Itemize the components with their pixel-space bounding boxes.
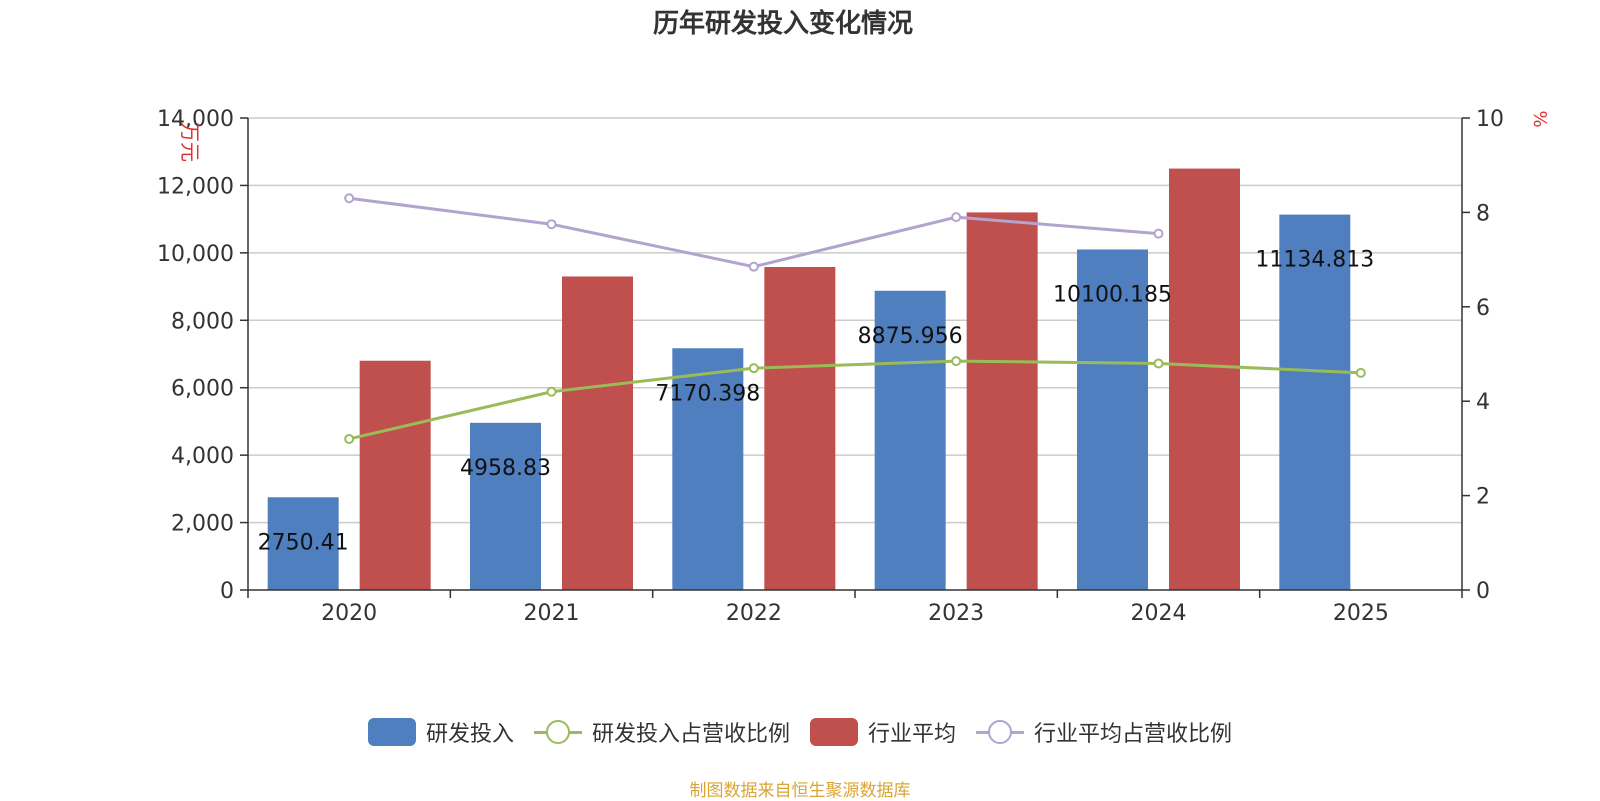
y-right-tick-label: 10 bbox=[1476, 107, 1504, 132]
data-source-note: 制图数据来自恒生聚源数据库 bbox=[689, 781, 911, 801]
line-point bbox=[1153, 358, 1164, 369]
chart-legend: 研发投入 研发投入占营收比例 行业平均 行业平均占营收比例 bbox=[0, 716, 1600, 748]
legend-swatch-industry-average bbox=[810, 718, 858, 746]
data-label: 8875.956 bbox=[858, 324, 963, 349]
line-point bbox=[1153, 228, 1164, 239]
legend-label: 行业平均占营收比例 bbox=[1034, 722, 1233, 747]
y-right-tick-label: 0 bbox=[1476, 579, 1490, 604]
legend-label: 研发投入 bbox=[425, 722, 514, 747]
data-label: 10100.185 bbox=[1053, 282, 1172, 307]
legend-item-industry-ratio[interactable]: 行业平均占营收比例 bbox=[976, 716, 1232, 748]
y-left-tick-label: 0 bbox=[220, 579, 234, 604]
data-label: 7170.398 bbox=[655, 381, 760, 406]
y-left-tick-label: 14,000 bbox=[157, 107, 234, 132]
x-tick-label: 2021 bbox=[524, 601, 580, 626]
line-point bbox=[546, 386, 557, 397]
bar-industry-average bbox=[764, 267, 836, 590]
bar-industry-average bbox=[359, 360, 431, 590]
y-left-tick-label: 12,000 bbox=[157, 174, 234, 199]
bar-rd-investment bbox=[470, 422, 541, 590]
line-point bbox=[748, 363, 759, 374]
chart-title: 历年研发投入变化情况 bbox=[653, 8, 913, 39]
legend-label: 研发投入占营收比例 bbox=[591, 722, 790, 747]
bar-rd-investment bbox=[672, 348, 744, 590]
data-label: 11134.813 bbox=[1255, 248, 1374, 273]
x-tick-label: 2025 bbox=[1333, 601, 1389, 626]
legend-swatch-rd-investment bbox=[367, 718, 416, 746]
y-left-tick-label: 6,000 bbox=[171, 377, 234, 402]
bar-rd-investment bbox=[1077, 249, 1148, 590]
bar-industry-average bbox=[562, 276, 633, 590]
data-label: 2750.41 bbox=[258, 530, 349, 555]
legend-label: 行业平均 bbox=[868, 722, 957, 747]
y-right-tick-label: 4 bbox=[1476, 390, 1490, 415]
y-left-axis-label: 万元 bbox=[178, 122, 202, 162]
x-tick-label: 2024 bbox=[1131, 601, 1187, 626]
y-right-tick-label: 8 bbox=[1476, 201, 1490, 226]
line-point bbox=[951, 356, 962, 367]
y-left-tick-label: 10,000 bbox=[157, 242, 234, 267]
y-right-axis-label: % bbox=[1529, 110, 1550, 127]
legend-item-rd-ratio[interactable]: 研发投入占营收比例 bbox=[533, 716, 790, 748]
legend-item-rd-investment[interactable]: 研发投入 bbox=[367, 716, 514, 748]
x-tick-label: 2020 bbox=[321, 601, 377, 626]
bar-rd-investment bbox=[874, 290, 946, 590]
x-tick-label: 2022 bbox=[726, 601, 782, 626]
bar-rd-investment bbox=[267, 497, 339, 590]
line-point bbox=[344, 433, 355, 444]
line-rd-ratio bbox=[348, 359, 1361, 441]
bar-industry-average bbox=[1169, 168, 1240, 591]
legend-swatch-industry-ratio bbox=[976, 718, 1025, 746]
y-left-tick-label: 8,000 bbox=[171, 309, 234, 334]
bar-rd-investment bbox=[1279, 214, 1351, 591]
line-point bbox=[1355, 367, 1366, 378]
line-point bbox=[344, 193, 355, 204]
line-point bbox=[951, 212, 962, 223]
legend-swatch-rd-ratio bbox=[533, 718, 582, 746]
line-point bbox=[546, 219, 557, 230]
legend-item-industry-average[interactable]: 行业平均 bbox=[810, 716, 956, 748]
y-right-tick-label: 2 bbox=[1476, 485, 1490, 510]
y-right-tick-label: 6 bbox=[1476, 296, 1490, 321]
line-point bbox=[748, 261, 759, 272]
data-label: 4958.83 bbox=[460, 456, 551, 481]
bar-industry-average bbox=[966, 212, 1038, 590]
y-left-tick-label: 2,000 bbox=[171, 512, 234, 537]
x-tick-label: 2023 bbox=[928, 601, 984, 626]
y-left-tick-label: 4,000 bbox=[171, 444, 234, 469]
